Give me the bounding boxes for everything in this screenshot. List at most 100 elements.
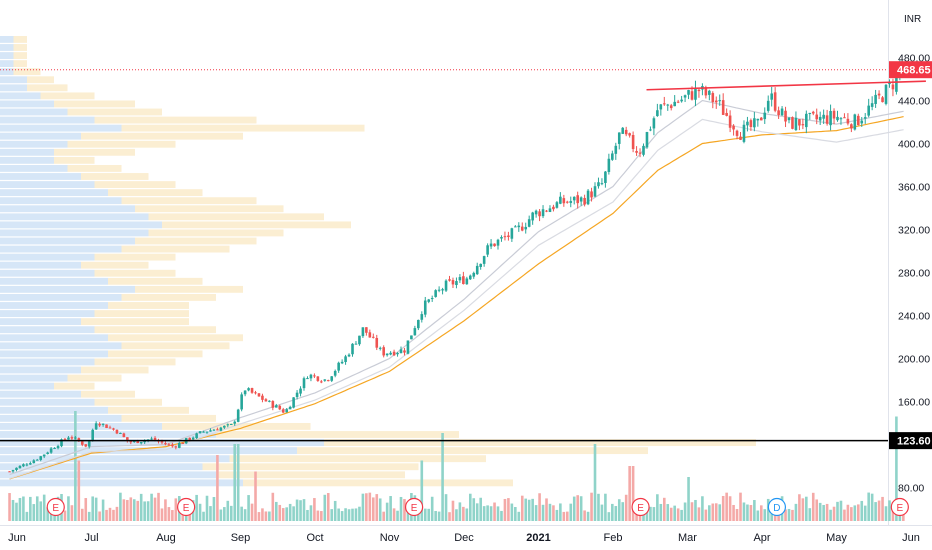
candle-body — [475, 265, 479, 275]
event-marker[interactable]: E — [177, 497, 196, 517]
volume-bar — [188, 510, 191, 521]
volume-profile-up-bar — [0, 269, 95, 277]
volume-profile-up-bar — [0, 173, 81, 180]
event-marker[interactable]: E — [46, 497, 65, 517]
volume-bar — [822, 504, 825, 521]
time-axis-label: Mar — [678, 532, 697, 544]
volume-profile-down-bar — [67, 140, 176, 148]
volume-bar — [839, 500, 843, 521]
candle-body — [860, 120, 864, 124]
volume-profile-up-bar — [0, 124, 122, 132]
candle-body — [635, 150, 638, 153]
candle-body — [316, 376, 320, 381]
candle-body — [676, 101, 680, 103]
volume-profile-up-bar — [0, 261, 81, 269]
volume-bar — [74, 411, 77, 521]
candle-body — [628, 133, 631, 136]
candle-body — [229, 423, 233, 425]
volume-profile-up-bar — [0, 382, 54, 390]
volume-bar — [292, 506, 295, 521]
candle-body — [420, 314, 424, 320]
volume-bar — [888, 500, 891, 521]
candle-body — [254, 392, 257, 394]
candle-body — [853, 114, 857, 130]
time-axis[interactable]: Jun Jul Aug Sep Oct Nov Dec 2021 Feb Mar Apr May Jun — [8, 532, 920, 544]
candle-body — [662, 103, 666, 105]
event-marker[interactable]: E — [890, 497, 909, 517]
volume-bar — [825, 503, 829, 521]
volume-bar — [164, 499, 167, 521]
volume-profile-up-bar — [0, 431, 216, 438]
candle-body — [354, 343, 358, 345]
volume-profile-up-bar — [0, 197, 122, 205]
candle-body — [299, 388, 302, 394]
volume-bar — [347, 509, 351, 521]
candle-body — [798, 119, 801, 126]
volume-bar — [229, 505, 233, 521]
event-marker[interactable]: E — [404, 497, 424, 517]
currency-badge[interactable]: INR — [904, 14, 921, 25]
volume-bar — [212, 497, 216, 521]
volume-bar — [472, 498, 476, 521]
candle-body — [541, 209, 545, 217]
volume-profile-up-bar — [0, 423, 162, 430]
volume-bars — [8, 411, 905, 521]
volume-bar — [455, 509, 458, 521]
volume-profile-down-bar — [121, 342, 230, 350]
volume-profile-up-bar — [0, 148, 54, 156]
candle-body — [49, 448, 53, 453]
volume-bar — [714, 503, 718, 521]
candle-body — [590, 191, 593, 198]
volume-profile-up-bar — [0, 310, 95, 317]
volume-bar — [35, 496, 39, 521]
candle-body — [486, 245, 489, 255]
volume-bar — [261, 508, 264, 521]
price-axis-tick-label: 80.00 — [898, 483, 924, 495]
volume-bar — [874, 502, 877, 521]
volume-bar — [361, 493, 365, 521]
volume-bar — [132, 499, 136, 521]
volume-bar — [136, 500, 140, 521]
volume-profile-down-bar — [81, 366, 149, 374]
event-marker[interactable]: D — [767, 497, 787, 517]
volume-bar — [687, 477, 690, 521]
volume-bar — [493, 502, 496, 521]
volume-bar — [680, 509, 683, 521]
event-marker[interactable]: E — [631, 497, 650, 517]
volume-bar — [863, 505, 867, 521]
price-axis-tick-label: 280.00 — [898, 268, 930, 280]
candle-body — [579, 197, 583, 202]
candle-body — [22, 464, 25, 467]
volume-profile-down-bar — [108, 406, 189, 414]
candle-body — [462, 276, 465, 285]
candle-body — [652, 118, 656, 129]
volume-bar — [29, 496, 32, 521]
candle-body — [756, 118, 760, 121]
volume-profile-down-bar — [148, 229, 284, 237]
volume-bar — [562, 511, 566, 521]
volume-profile-down-bar — [67, 108, 162, 116]
volume-bar — [337, 508, 340, 521]
volume-bar — [285, 507, 288, 521]
candle-body — [586, 190, 590, 205]
resistance-line — [646, 80, 926, 91]
time-axis-label: Sep — [231, 532, 251, 544]
candle-body — [261, 395, 264, 400]
last-price-badge-label: 468.65 — [897, 65, 931, 77]
volume-bar — [815, 499, 819, 521]
candle-body — [493, 243, 496, 247]
volume-profile-down-bar — [121, 124, 365, 132]
candle-body — [233, 421, 237, 424]
volume-profile-up-bar — [0, 285, 135, 293]
volume-profile-up-bar — [0, 84, 27, 92]
volume-bar — [420, 460, 424, 521]
volume-profile-down-bar — [202, 463, 419, 471]
price-axis[interactable]: 480.00440.00400.00360.00320.00280.00240.… — [889, 53, 932, 495]
candle-body — [42, 454, 46, 457]
volume-profile-down-bar — [108, 277, 203, 285]
volume-bar — [683, 502, 687, 521]
candle-body — [728, 115, 732, 128]
candle-body — [119, 432, 122, 434]
